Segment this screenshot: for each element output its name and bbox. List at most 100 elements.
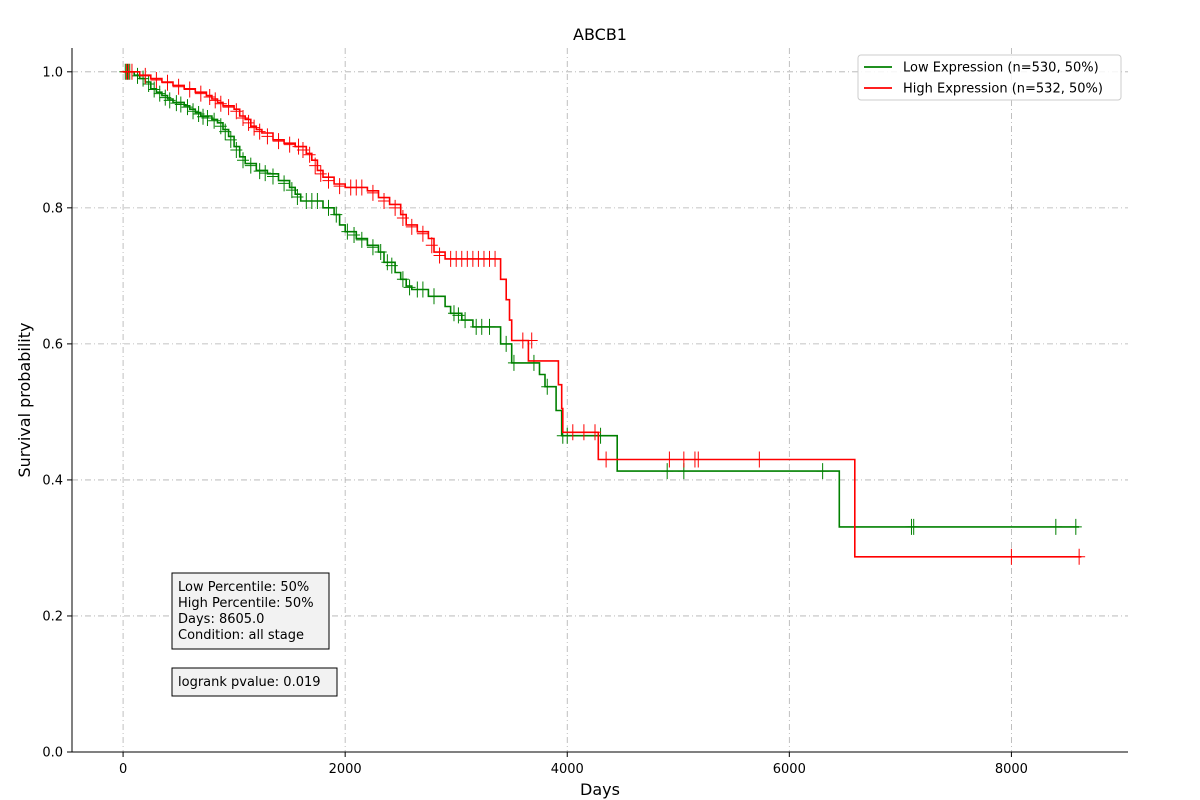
censor-mark — [230, 103, 243, 120]
censor-mark — [330, 206, 343, 223]
censor-mark — [125, 63, 138, 80]
series-layer — [119, 63, 1086, 565]
info-box-line: Condition: all stage — [178, 628, 304, 643]
y-tick-label: 0.8 — [42, 201, 63, 216]
censor-mark — [500, 335, 513, 352]
censor-mark — [214, 95, 227, 112]
censor-mark — [663, 451, 676, 468]
censor-mark — [259, 165, 272, 182]
censor-mark — [600, 451, 613, 468]
x-tick-label: 0 — [119, 762, 127, 777]
censor-mark — [355, 179, 368, 196]
censor-mark — [355, 231, 368, 248]
censor-mark — [309, 157, 322, 174]
censor-mark — [248, 119, 261, 136]
censor-mark — [278, 175, 291, 192]
censor-mark — [589, 424, 602, 441]
censor-mark — [816, 463, 829, 480]
censor-mark — [208, 112, 221, 129]
censor-mark — [222, 99, 235, 116]
censor-mark — [341, 223, 354, 240]
info-box: Low Percentile: 50%High Percentile: 50%D… — [171, 572, 330, 650]
censor-mark — [333, 178, 346, 195]
censor-mark — [1069, 518, 1082, 535]
pvalue-box-frame — [171, 667, 338, 697]
y-tick-label: 0.4 — [42, 473, 63, 488]
y-tick-label: 0.6 — [42, 337, 63, 352]
series-high-expression — [120, 63, 1086, 565]
censor-mark — [203, 88, 216, 105]
x-tick-label: 4000 — [551, 762, 584, 777]
censor-mark — [209, 92, 222, 109]
censor-mark — [183, 81, 196, 98]
censor-mark — [396, 271, 409, 288]
legend-box — [857, 54, 1122, 101]
censor-mark — [396, 210, 409, 227]
pvalue-box-line: logrank pvalue: 0.019 — [178, 675, 321, 690]
censor-mark — [561, 427, 574, 444]
survival-curve — [123, 71, 1082, 558]
censor-mark — [525, 332, 538, 349]
censor-mark — [253, 163, 266, 180]
censor-mark — [150, 71, 163, 88]
censor-mark — [907, 518, 920, 535]
censor-mark — [253, 123, 266, 140]
censor-mark — [366, 184, 379, 201]
y-tick-label: 0.0 — [42, 746, 63, 761]
censor-mark — [1073, 548, 1086, 565]
censor-mark — [237, 110, 250, 127]
censor-mark — [272, 133, 285, 150]
censor-mark — [139, 67, 152, 84]
censor-mark — [194, 85, 207, 102]
censor-mark — [433, 247, 446, 264]
labels: ABCB1 Days Survival probability — [15, 25, 627, 799]
censor-mark — [244, 157, 257, 174]
censor-mark — [224, 131, 237, 148]
chart-title: ABCB1 — [573, 25, 627, 44]
censor-mark — [452, 307, 465, 324]
legend-label: Low Expression (n=530, 50%) — [903, 61, 1099, 76]
series-low-expression — [119, 63, 1082, 535]
censor-mark — [677, 451, 690, 468]
censor-mark — [153, 85, 166, 102]
censor-mark — [427, 288, 440, 305]
x-tick-label: 8000 — [995, 762, 1028, 777]
censor-mark — [692, 451, 705, 468]
censor-mark — [374, 244, 387, 261]
censor-mark — [405, 218, 418, 235]
censor-mark — [507, 354, 520, 371]
censor-mark — [219, 123, 232, 140]
y-tick-label: 0.2 — [42, 609, 63, 624]
censor-mark — [322, 199, 335, 216]
censor-mark — [416, 281, 429, 298]
censor-mark — [261, 128, 274, 145]
censor-mark — [661, 463, 674, 480]
censor-mark — [322, 172, 335, 189]
censor-mark — [242, 114, 255, 131]
censor-mark — [389, 199, 402, 216]
y-tick-label: 1.0 — [42, 65, 63, 80]
info-box-line: Days: 8605.0 — [178, 612, 264, 627]
censor-mark — [483, 318, 496, 335]
censor-mark — [1005, 548, 1018, 565]
censor-mark — [594, 427, 607, 444]
x-axis-label: Days — [580, 780, 620, 799]
legend-label: High Expression (n=532, 50%) — [903, 82, 1103, 97]
legend: Low Expression (n=530, 50%) High Expressi… — [857, 54, 1122, 101]
censor-mark — [378, 193, 391, 210]
censor-mark — [303, 146, 316, 163]
censor-mark — [1049, 518, 1062, 535]
censor-mark — [161, 74, 174, 91]
x-tick-label: 2000 — [329, 762, 362, 777]
survival-curve — [123, 71, 1080, 528]
censor-mark — [348, 227, 361, 244]
censor-mark — [230, 142, 243, 159]
censor-mark — [314, 165, 327, 182]
censor-mark — [489, 250, 502, 267]
censor-mark — [187, 103, 200, 120]
censor-mark — [753, 451, 766, 468]
censor-mark — [283, 136, 296, 153]
censor-mark — [425, 237, 438, 254]
censor-mark — [527, 354, 540, 371]
